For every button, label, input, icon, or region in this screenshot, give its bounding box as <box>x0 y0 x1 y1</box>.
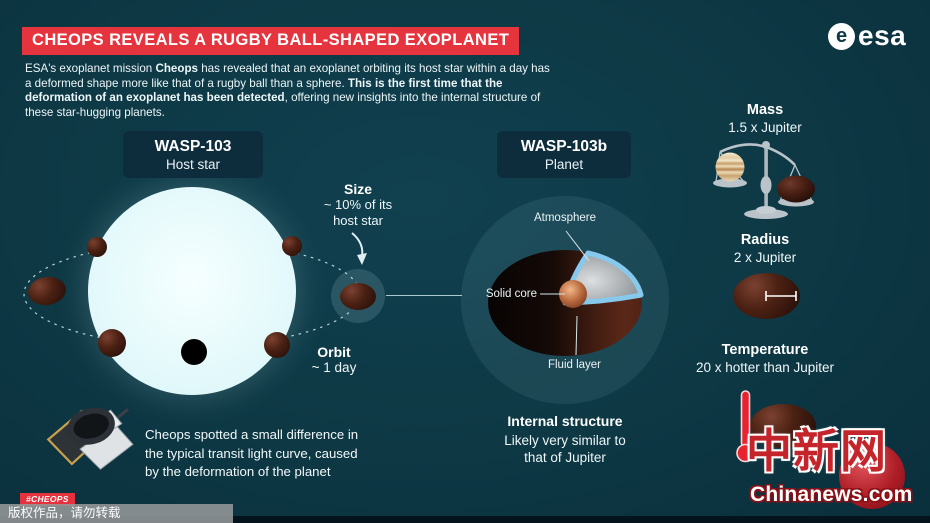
cheops-note-line1: Cheops spotted a small difference in <box>145 427 359 442</box>
solid-core-label: Solid core <box>485 288 537 300</box>
highlighted-planet <box>340 283 376 310</box>
chinanews-brand-en: Chinanews.com <box>750 483 913 506</box>
intro-paragraph: ESA's exoplanet mission Cheops has revea… <box>25 62 550 119</box>
esa-globe-icon: e <box>828 22 855 50</box>
orbit-callout: Orbit ~ 1 day <box>294 344 374 376</box>
page-title: CHEOPS REVEALS A RUGBY BALL-SHAPED EXOPL… <box>22 27 520 55</box>
size-title: Size <box>343 181 372 197</box>
temperature-value: 20 x hotter than Jupiter <box>695 360 835 375</box>
internal-structure-block: Internal structure Likely very similar t… <box>465 413 665 466</box>
host-star-name: WASP-103 <box>154 137 232 155</box>
transiting-planet-silhouette <box>181 339 207 365</box>
hashtag-badge: #CHEOPS <box>20 493 75 506</box>
esa-wordmark: esa <box>858 20 907 51</box>
orbit-title: Orbit <box>317 344 351 360</box>
planet-name: WASP-103b <box>520 137 608 155</box>
temperature-planet <box>750 404 816 448</box>
internal-structure-line2: that of Jupiter <box>524 450 606 465</box>
internal-structure-title: Internal structure <box>507 413 623 429</box>
esa-logo: e esa <box>828 22 906 50</box>
mass-value: 1.5 x Jupiter <box>728 120 802 135</box>
chinanews-logo-ball <box>839 443 905 509</box>
fluid-layer-label: Fluid layer <box>547 359 602 371</box>
atmosphere-label: Atmosphere <box>533 212 596 224</box>
orbit-value: ~ 1 day <box>311 360 357 375</box>
orbiting-planet-lower-right <box>264 332 290 358</box>
radius-planet <box>733 273 800 319</box>
bottom-strip <box>0 516 930 523</box>
cheops-note-line3: by the deformation of the planet <box>145 464 331 480</box>
orbiting-planet-left <box>26 274 68 308</box>
size-line2: host star <box>333 212 383 228</box>
internal-structure-line1: Likely very similar to <box>504 433 626 448</box>
cheops-satellite-icon <box>46 407 134 470</box>
orbiting-planet-upper-right <box>282 236 302 256</box>
cheops-note-line2: the typical transit light curve, caused <box>145 445 358 461</box>
planet-type: Planet <box>544 156 584 172</box>
radius-title: Radius <box>740 232 790 248</box>
temperature-title: Temperature <box>721 342 809 358</box>
cheops-note: Cheops spotted a small difference in the… <box>145 426 405 482</box>
planet-label-box: WASP-103b Planet <box>497 131 631 178</box>
planet-backdrop-circle <box>461 196 669 404</box>
host-star-type: Host star <box>165 156 220 172</box>
orbiting-planet-upper-left <box>87 237 107 257</box>
orbiting-planet-lower-left <box>98 329 126 357</box>
copyright-watermark: 版权作品，请勿转载 <box>0 504 233 523</box>
chinanews-brand-cn: 中新网 <box>746 426 887 477</box>
host-star-label-box: WASP-103 Host star <box>123 131 263 178</box>
size-line1: ~ 10% of its <box>323 197 393 212</box>
radius-value: 2 x Jupiter <box>733 250 797 265</box>
balance-scale-icon <box>713 141 815 219</box>
connector-line <box>386 295 462 296</box>
mass-title: Mass <box>746 102 784 118</box>
size-callout: Size ~ 10% of its host star <box>302 181 414 228</box>
